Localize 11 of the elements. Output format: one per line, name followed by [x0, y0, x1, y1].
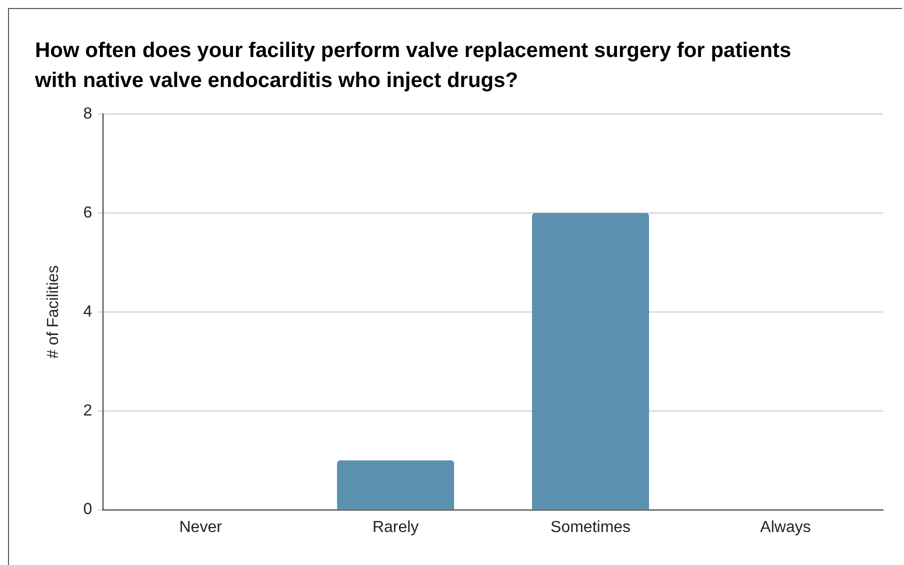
y-tick-label: 6 — [83, 204, 92, 222]
y-axis-title: # of Facilities — [45, 265, 62, 359]
y-tick-label: 4 — [83, 303, 92, 320]
x-tick-label: Never — [179, 518, 223, 536]
x-tick-label: Rarely — [372, 518, 419, 536]
x-tick-label: Sometimes — [550, 518, 631, 536]
y-tick-label: 8 — [83, 105, 92, 122]
chart-title: How often does your facility perform valve replacement surgery for patients with native valve endocarditis who inject drugs? — [35, 38, 792, 94]
x-tick-label: Always — [760, 518, 811, 536]
y-tick-label: 2 — [83, 402, 92, 420]
y-tick-label: 0 — [83, 501, 92, 518]
